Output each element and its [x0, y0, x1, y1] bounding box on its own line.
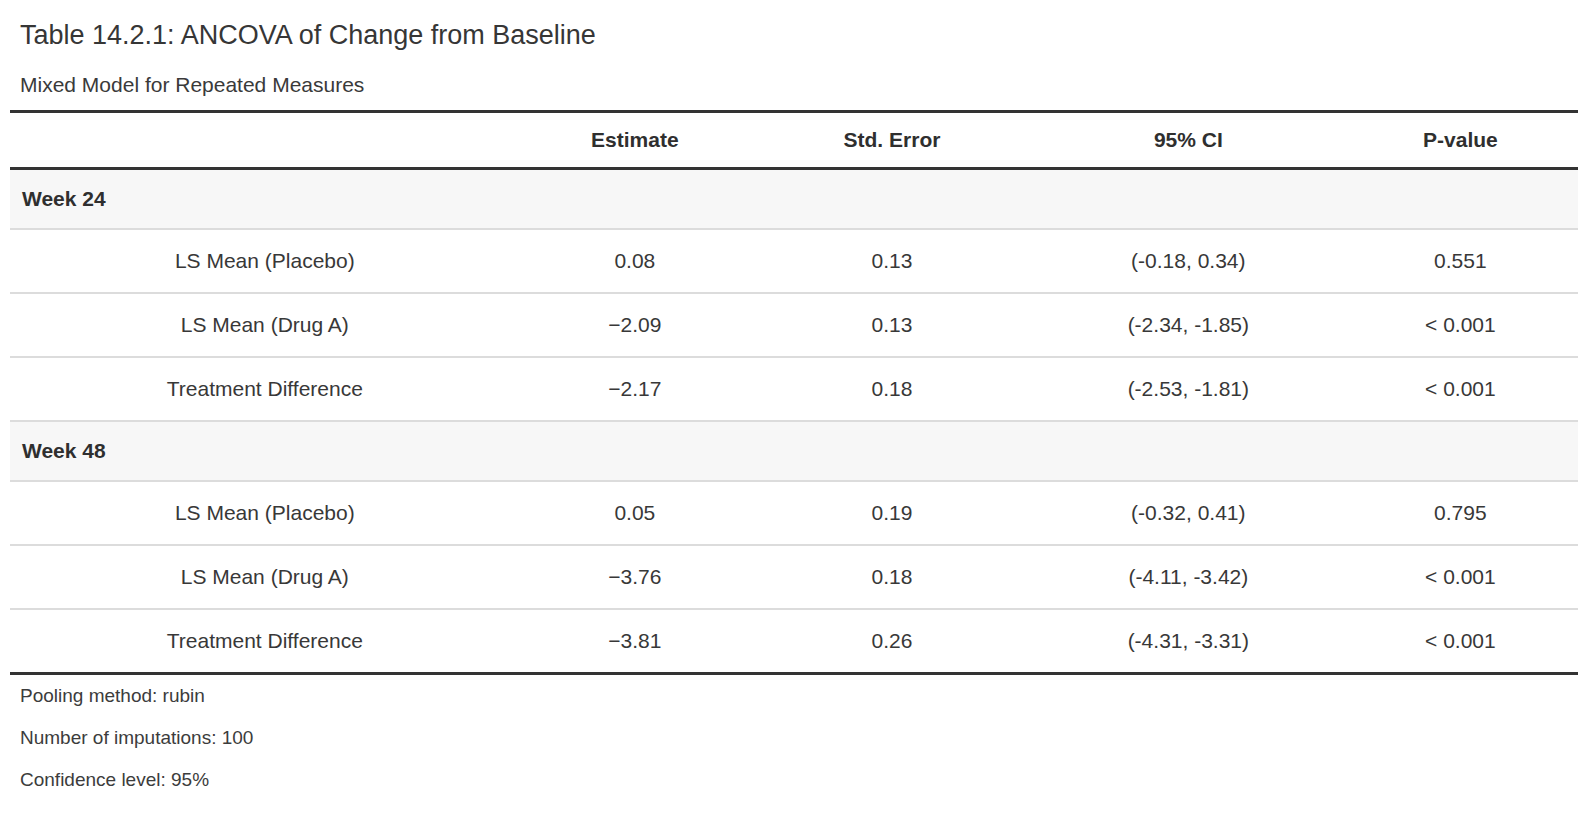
cell-estimate: 0.08	[520, 229, 750, 293]
cell-p-value: < 0.001	[1343, 357, 1578, 421]
table-row: LS Mean (Placebo) 0.05 0.19 (-0.32, 0.41…	[10, 481, 1578, 545]
cell-std-error: 0.13	[750, 293, 1034, 357]
table-row: LS Mean (Drug A) −2.09 0.13 (-2.34, -1.8…	[10, 293, 1578, 357]
ancova-results-table: Estimate Std. Error 95% CI P-value Week …	[10, 110, 1578, 675]
cell-std-error: 0.13	[750, 229, 1034, 293]
cell-ci: (-4.31, -3.31)	[1034, 609, 1343, 674]
cell-p-value: < 0.001	[1343, 609, 1578, 674]
cell-estimate: −2.17	[520, 357, 750, 421]
cell-estimate: −3.76	[520, 545, 750, 609]
group-row-week-24: Week 24	[10, 169, 1578, 230]
table-subtitle: Mixed Model for Repeated Measures	[10, 51, 1578, 110]
footnotes: Pooling method: rubin Number of imputati…	[10, 675, 1578, 791]
cell-std-error: 0.26	[750, 609, 1034, 674]
cell-std-error: 0.18	[750, 545, 1034, 609]
cell-ci: (-0.32, 0.41)	[1034, 481, 1343, 545]
row-label: LS Mean (Drug A)	[10, 545, 520, 609]
cell-estimate: 0.05	[520, 481, 750, 545]
column-header-estimate: Estimate	[520, 112, 750, 169]
table-row: Treatment Difference −3.81 0.26 (-4.31, …	[10, 609, 1578, 674]
table-row: LS Mean (Drug A) −3.76 0.18 (-4.11, -3.4…	[10, 545, 1578, 609]
cell-p-value: 0.551	[1343, 229, 1578, 293]
footnote-confidence-level: Confidence level: 95%	[20, 768, 1568, 791]
row-label: LS Mean (Placebo)	[10, 229, 520, 293]
cell-estimate: −3.81	[520, 609, 750, 674]
header-row: Estimate Std. Error 95% CI P-value	[10, 112, 1578, 169]
cell-ci: (-0.18, 0.34)	[1034, 229, 1343, 293]
cell-std-error: 0.19	[750, 481, 1034, 545]
column-header-ci: 95% CI	[1034, 112, 1343, 169]
cell-p-value: < 0.001	[1343, 545, 1578, 609]
page: Table 14.2.1: ANCOVA of Change from Base…	[0, 0, 1588, 838]
column-header-stub	[10, 112, 520, 169]
group-label: Week 48	[10, 421, 1578, 481]
row-label: LS Mean (Placebo)	[10, 481, 520, 545]
group-row-week-48: Week 48	[10, 421, 1578, 481]
cell-std-error: 0.18	[750, 357, 1034, 421]
table-row: Treatment Difference −2.17 0.18 (-2.53, …	[10, 357, 1578, 421]
table-title: Table 14.2.1: ANCOVA of Change from Base…	[10, 0, 1578, 51]
row-label: LS Mean (Drug A)	[10, 293, 520, 357]
row-label: Treatment Difference	[10, 357, 520, 421]
cell-ci: (-2.34, -1.85)	[1034, 293, 1343, 357]
cell-estimate: −2.09	[520, 293, 750, 357]
footnote-imputations: Number of imputations: 100	[20, 726, 1568, 749]
column-header-p-value: P-value	[1343, 112, 1578, 169]
row-label: Treatment Difference	[10, 609, 520, 674]
table-row: LS Mean (Placebo) 0.08 0.13 (-0.18, 0.34…	[10, 229, 1578, 293]
cell-p-value: < 0.001	[1343, 293, 1578, 357]
cell-ci: (-4.11, -3.42)	[1034, 545, 1343, 609]
cell-p-value: 0.795	[1343, 481, 1578, 545]
group-label: Week 24	[10, 169, 1578, 230]
column-header-std-error: Std. Error	[750, 112, 1034, 169]
footnote-pooling-method: Pooling method: rubin	[20, 684, 1568, 707]
cell-ci: (-2.53, -1.81)	[1034, 357, 1343, 421]
